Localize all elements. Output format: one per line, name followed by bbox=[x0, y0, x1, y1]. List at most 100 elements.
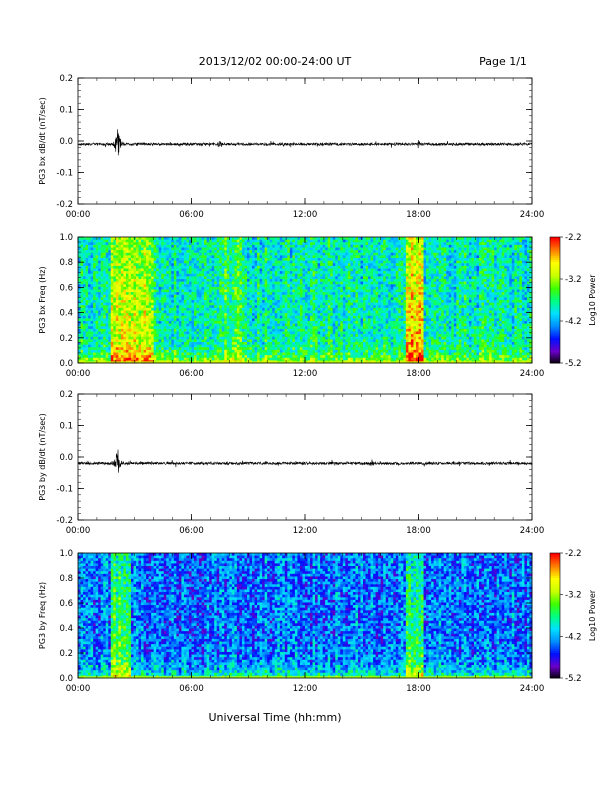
spectrogram-cell bbox=[103, 237, 107, 241]
spectrogram-cell bbox=[103, 305, 107, 309]
spectrogram-cell bbox=[156, 271, 160, 275]
spectrogram-cell bbox=[315, 326, 319, 330]
spectrogram-cell bbox=[158, 265, 162, 269]
spectrogram-cell bbox=[231, 339, 235, 343]
spectrogram-cell bbox=[146, 294, 150, 298]
spectrogram-cell bbox=[130, 321, 134, 325]
spectrogram-cell bbox=[90, 323, 94, 327]
spectrogram-cell bbox=[259, 307, 263, 311]
spectrogram-cell bbox=[327, 281, 331, 285]
spectrogram-cell bbox=[151, 250, 155, 254]
spectrogram-cell bbox=[282, 302, 286, 306]
spectrogram-cell bbox=[320, 286, 324, 290]
spectrogram-cell bbox=[80, 321, 84, 325]
spectrogram-cell bbox=[211, 258, 215, 262]
spectrogram-cell bbox=[279, 279, 283, 283]
spectrogram-cell bbox=[118, 326, 122, 330]
spectrogram-cell bbox=[246, 349, 250, 353]
spectrogram-cell bbox=[224, 237, 228, 241]
spectrogram-cell bbox=[166, 310, 170, 314]
spectrogram-cell bbox=[289, 300, 293, 304]
spectrogram-cell bbox=[136, 265, 139, 269]
spectrogram-cell bbox=[88, 289, 92, 293]
spectrogram-cell bbox=[221, 242, 225, 246]
spectrogram-cell bbox=[113, 250, 117, 254]
spectrogram-cell bbox=[186, 305, 190, 309]
spectrogram-cell bbox=[151, 313, 155, 317]
spectrogram-cell bbox=[294, 286, 298, 290]
spectrogram-cell bbox=[143, 242, 147, 246]
spectrogram-cell bbox=[317, 331, 321, 335]
spectrogram-cell bbox=[191, 294, 195, 298]
spectrogram-cell bbox=[148, 279, 152, 283]
spectrogram-cell bbox=[120, 244, 124, 248]
spectrogram-cell bbox=[277, 289, 281, 293]
spectrogram-cell bbox=[168, 239, 172, 243]
spectrogram-cell bbox=[246, 307, 250, 311]
spectrogram-cell bbox=[327, 315, 331, 319]
spectrogram-cell bbox=[221, 347, 225, 351]
spectrogram-cell bbox=[90, 307, 94, 311]
spectrogram-cell bbox=[322, 284, 326, 288]
spectrogram-cell bbox=[125, 336, 129, 340]
spectrogram-cell bbox=[294, 357, 298, 361]
spectrogram-cell bbox=[151, 239, 155, 243]
spectrogram-cell bbox=[176, 313, 180, 317]
spectrogram-cell bbox=[113, 255, 117, 259]
spectrogram-cell bbox=[277, 284, 281, 288]
spectrogram-cell bbox=[327, 321, 331, 325]
spectrogram-cell bbox=[267, 344, 271, 348]
spectrogram-cell bbox=[118, 318, 122, 322]
spectrogram-cell bbox=[204, 284, 208, 288]
spectrogram-cell bbox=[226, 252, 230, 256]
spectrogram-cell bbox=[277, 305, 281, 309]
spectrogram-cell bbox=[146, 326, 150, 330]
spectrogram-cell bbox=[289, 347, 293, 351]
spectrogram-cell bbox=[292, 352, 296, 356]
spectrogram-cell bbox=[216, 342, 220, 346]
spectrogram-cell bbox=[196, 334, 200, 338]
spectrogram-cell bbox=[161, 260, 165, 264]
spectrogram-cell bbox=[317, 342, 321, 346]
spectrogram-cell bbox=[249, 326, 253, 330]
spectrogram-cell bbox=[115, 252, 119, 256]
spectrogram-cell bbox=[277, 237, 281, 241]
spectrogram-cell bbox=[322, 357, 326, 361]
spectrogram-cell bbox=[297, 331, 301, 335]
spectrogram-cell bbox=[115, 237, 119, 241]
spectrogram-cell bbox=[279, 300, 283, 304]
spectrogram-cell bbox=[272, 323, 276, 327]
spectrogram-cell bbox=[305, 242, 308, 246]
spectrogram-cell bbox=[113, 247, 117, 251]
spectrogram-cell bbox=[183, 242, 187, 246]
spectrogram-cell bbox=[249, 247, 253, 251]
x-tick-label: 06:00 bbox=[179, 210, 204, 220]
spectrogram-cell bbox=[272, 331, 276, 335]
spectrogram-cell bbox=[138, 315, 142, 319]
spectrogram-cell bbox=[113, 265, 117, 269]
spectrogram-cell bbox=[188, 276, 192, 280]
spectrogram-cell bbox=[120, 263, 124, 267]
spectrogram-cell bbox=[176, 276, 180, 280]
spectrogram-cell bbox=[264, 339, 268, 343]
spectrogram-cell bbox=[156, 328, 160, 332]
spectrogram-cell bbox=[194, 244, 197, 248]
spectrogram-cell bbox=[320, 318, 324, 322]
spectrogram-cell bbox=[156, 255, 160, 259]
spectrogram-cell bbox=[216, 339, 220, 343]
spectrogram-cell bbox=[279, 263, 283, 267]
spectrogram-cell bbox=[277, 355, 281, 359]
spectrogram-cell bbox=[264, 323, 268, 327]
spectrogram-cell bbox=[161, 276, 165, 280]
spectrogram-cell bbox=[103, 336, 107, 340]
spectrogram-cell bbox=[173, 347, 177, 351]
spectrogram-cell bbox=[299, 323, 303, 327]
spectrogram-cell bbox=[312, 242, 316, 246]
spectrogram-cell bbox=[110, 239, 114, 243]
spectrogram-cell bbox=[284, 252, 288, 256]
spectrogram-cell bbox=[103, 339, 107, 343]
spectrogram-cell bbox=[257, 305, 260, 309]
spectrogram-cell bbox=[307, 250, 311, 254]
spectrogram-cell bbox=[264, 297, 268, 301]
spectrogram-cell bbox=[156, 289, 160, 293]
